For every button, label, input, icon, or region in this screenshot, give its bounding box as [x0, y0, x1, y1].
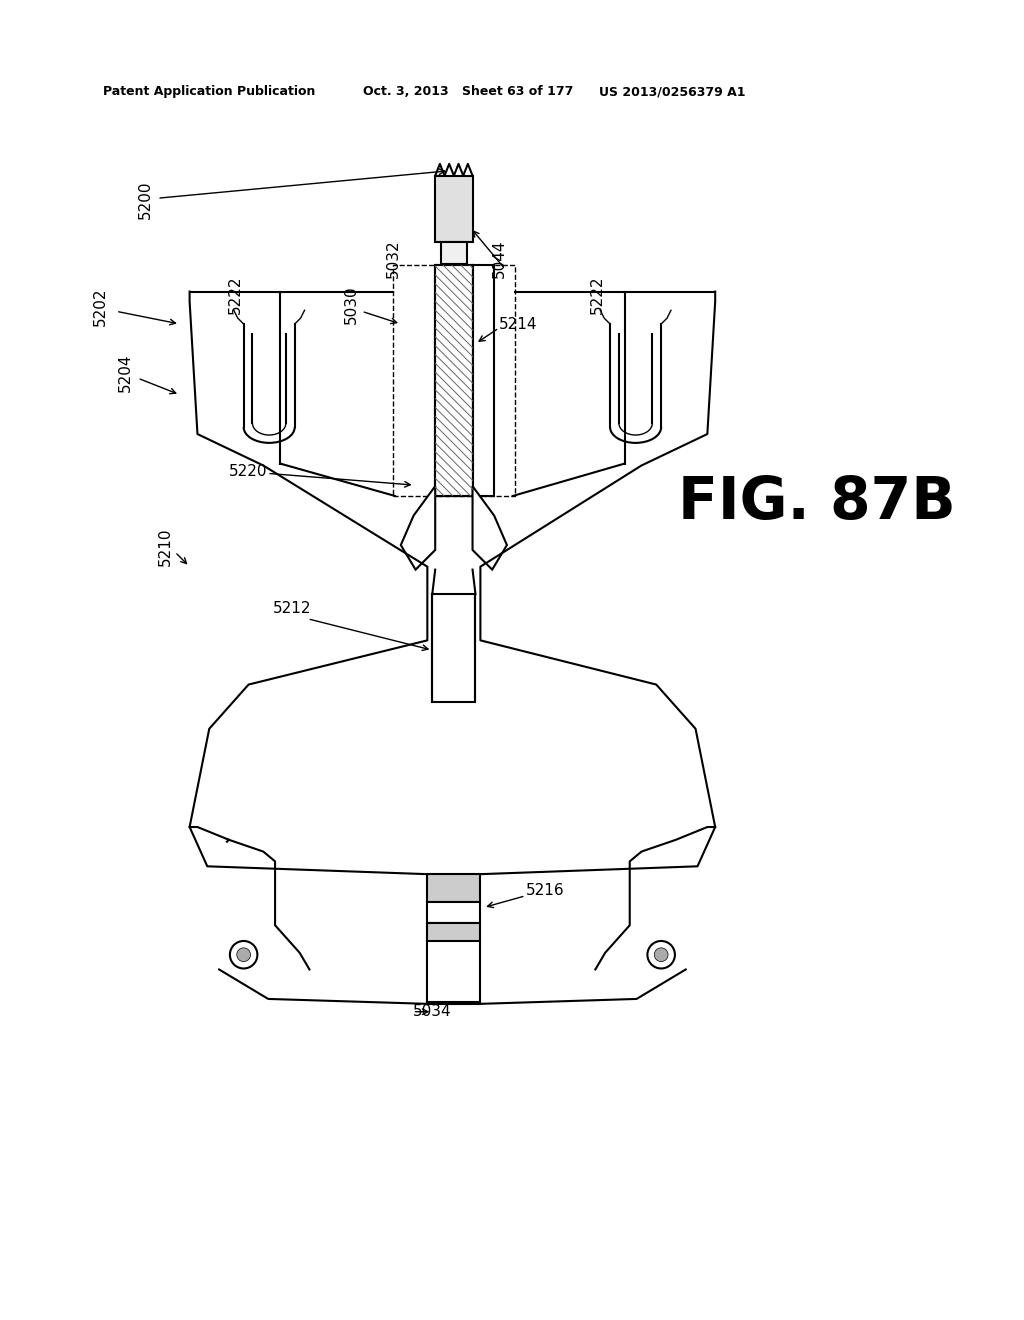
Bar	[432, 594, 475, 702]
Circle shape	[654, 948, 668, 961]
Text: 5222: 5222	[228, 276, 244, 314]
Bar	[427, 902, 480, 923]
Bar	[427, 874, 480, 902]
Text: 5216: 5216	[525, 883, 564, 899]
Bar	[435, 176, 472, 243]
Text: US 2013/0256379 A1: US 2013/0256379 A1	[599, 86, 745, 98]
Text: 5032: 5032	[385, 240, 400, 279]
Text: Sheet 63 of 177: Sheet 63 of 177	[462, 86, 573, 98]
Text: Patent Application Publication: Patent Application Publication	[103, 86, 315, 98]
Text: 5044: 5044	[492, 240, 507, 279]
Text: 5202: 5202	[93, 286, 108, 326]
Bar	[427, 923, 480, 941]
Text: Oct. 3, 2013: Oct. 3, 2013	[364, 86, 450, 98]
Polygon shape	[472, 486, 507, 570]
Circle shape	[237, 948, 251, 961]
Text: 5204: 5204	[118, 354, 133, 392]
Polygon shape	[400, 486, 435, 570]
Text: 5034: 5034	[413, 1005, 452, 1019]
Text: 5214: 5214	[499, 317, 538, 331]
Bar	[435, 265, 472, 496]
Bar	[393, 265, 515, 496]
Text: 5222: 5222	[590, 276, 605, 314]
Text: 5200: 5200	[138, 181, 153, 219]
Text: 5030: 5030	[344, 285, 359, 323]
Bar	[472, 265, 495, 496]
Text: 5212: 5212	[273, 602, 311, 616]
Text: FIG. 87B: FIG. 87B	[678, 474, 955, 532]
Bar	[441, 243, 467, 264]
Bar	[435, 265, 472, 496]
Text: 5220: 5220	[228, 463, 267, 479]
Text: 5210: 5210	[158, 528, 173, 566]
